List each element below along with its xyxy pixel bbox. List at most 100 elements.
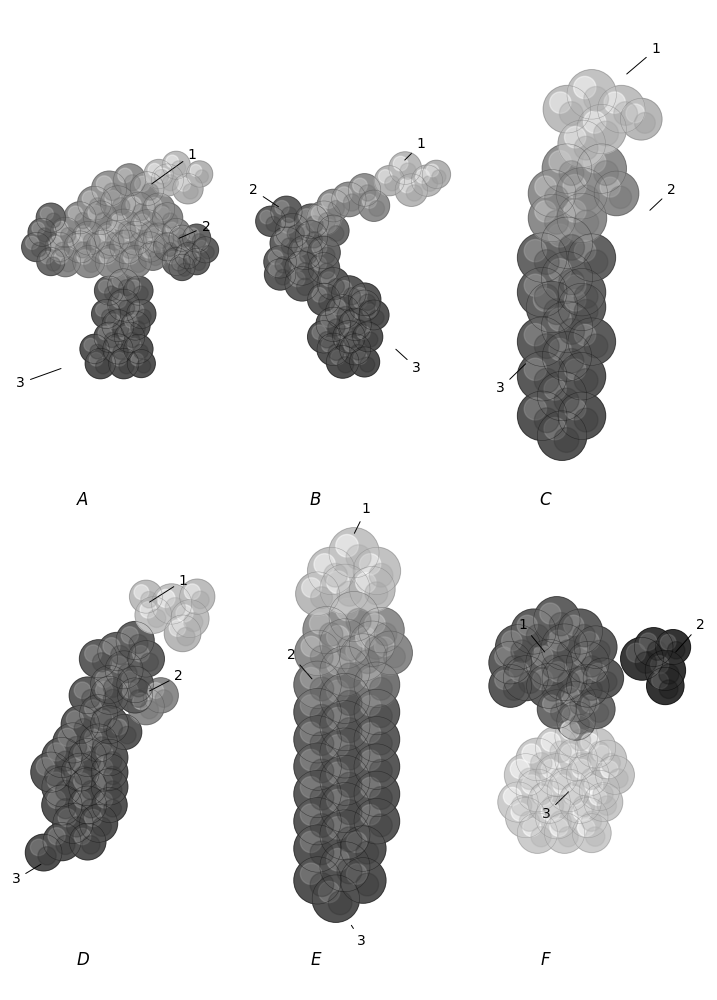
Circle shape (45, 232, 74, 262)
Circle shape (118, 168, 133, 183)
Circle shape (353, 547, 400, 595)
Circle shape (320, 673, 370, 723)
Circle shape (40, 207, 53, 220)
Circle shape (308, 321, 340, 353)
Circle shape (295, 221, 328, 253)
Circle shape (346, 608, 371, 633)
Circle shape (163, 213, 178, 228)
Circle shape (330, 299, 346, 315)
Circle shape (139, 236, 153, 250)
Circle shape (177, 627, 195, 646)
Circle shape (394, 156, 408, 171)
Circle shape (135, 597, 171, 633)
Circle shape (385, 176, 399, 191)
Circle shape (360, 695, 381, 716)
Circle shape (310, 873, 333, 896)
Circle shape (400, 163, 416, 179)
Circle shape (186, 161, 213, 187)
Circle shape (61, 706, 99, 744)
Circle shape (495, 647, 514, 666)
Circle shape (130, 303, 143, 316)
Circle shape (275, 231, 289, 246)
Circle shape (41, 251, 53, 264)
Circle shape (100, 225, 115, 241)
Circle shape (356, 627, 376, 648)
Circle shape (573, 803, 592, 821)
Circle shape (55, 780, 76, 800)
Circle shape (294, 661, 341, 708)
Circle shape (148, 683, 163, 698)
Circle shape (544, 418, 566, 440)
Circle shape (536, 727, 578, 769)
Circle shape (130, 580, 163, 613)
Circle shape (162, 248, 190, 275)
Circle shape (564, 359, 586, 380)
Circle shape (336, 187, 352, 202)
Circle shape (336, 281, 352, 296)
Circle shape (136, 309, 151, 324)
Circle shape (558, 609, 602, 654)
Circle shape (544, 299, 569, 325)
Circle shape (541, 802, 561, 821)
Circle shape (183, 184, 198, 199)
Circle shape (524, 240, 546, 262)
Circle shape (353, 322, 383, 352)
Circle shape (566, 641, 609, 684)
Circle shape (369, 705, 392, 728)
Circle shape (95, 303, 109, 316)
Circle shape (600, 177, 620, 197)
Circle shape (519, 768, 541, 789)
Circle shape (332, 276, 366, 310)
Circle shape (569, 729, 591, 751)
Circle shape (162, 151, 190, 179)
Circle shape (577, 104, 627, 154)
Circle shape (275, 257, 291, 273)
Circle shape (360, 805, 381, 825)
Circle shape (346, 864, 367, 884)
Circle shape (105, 651, 143, 689)
Circle shape (495, 670, 514, 689)
Circle shape (346, 832, 367, 852)
Circle shape (176, 605, 193, 622)
Circle shape (319, 294, 335, 310)
Circle shape (320, 783, 370, 833)
Circle shape (75, 682, 90, 699)
Circle shape (561, 744, 580, 763)
Circle shape (260, 210, 273, 224)
Circle shape (559, 235, 584, 260)
Circle shape (313, 257, 326, 271)
Circle shape (327, 735, 349, 757)
Circle shape (549, 338, 571, 361)
Circle shape (50, 246, 80, 277)
Text: 1: 1 (152, 148, 196, 184)
Circle shape (363, 304, 376, 318)
Circle shape (98, 633, 136, 671)
Circle shape (337, 663, 362, 688)
Circle shape (90, 665, 128, 703)
Circle shape (75, 828, 90, 845)
Circle shape (574, 408, 598, 432)
Circle shape (308, 547, 355, 595)
Circle shape (584, 250, 608, 274)
Circle shape (131, 353, 143, 366)
Circle shape (144, 160, 174, 189)
Circle shape (124, 250, 138, 264)
Circle shape (85, 729, 102, 746)
Circle shape (162, 175, 179, 191)
Circle shape (143, 223, 174, 253)
Circle shape (142, 183, 158, 200)
Circle shape (98, 242, 115, 258)
Circle shape (48, 828, 65, 845)
Circle shape (268, 250, 283, 265)
Circle shape (294, 688, 341, 736)
Circle shape (173, 173, 203, 204)
Circle shape (505, 797, 546, 838)
Circle shape (133, 344, 148, 359)
Circle shape (82, 799, 100, 818)
Circle shape (549, 151, 571, 173)
Circle shape (118, 326, 132, 340)
Circle shape (30, 839, 47, 856)
Circle shape (341, 858, 386, 903)
Circle shape (573, 795, 594, 817)
Circle shape (350, 319, 366, 335)
